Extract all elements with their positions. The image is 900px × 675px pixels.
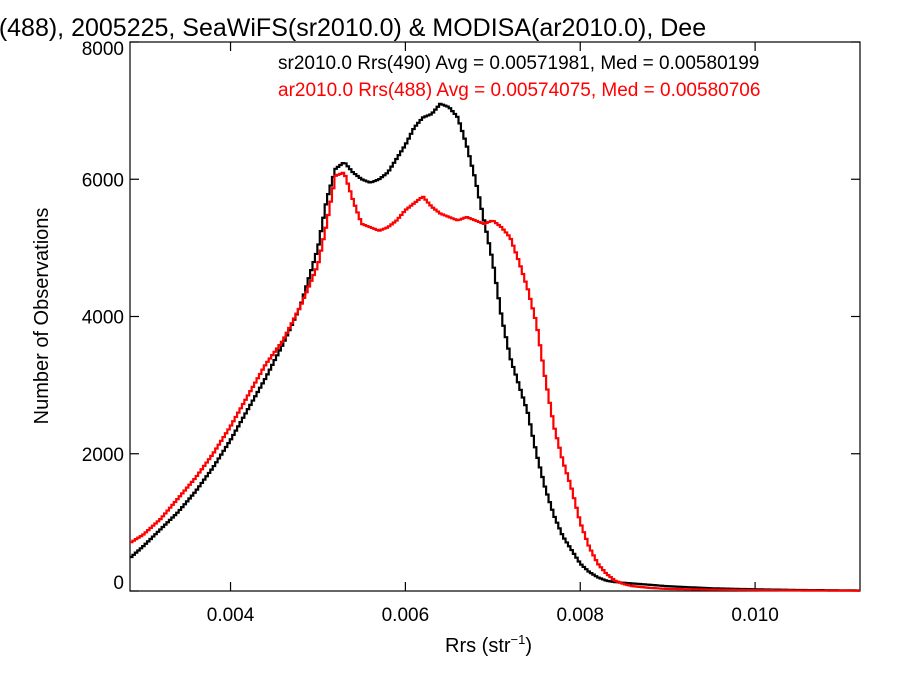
chart-title: rs(488), 2005225, SeaWiFS(sr2010.0) & MO… — [0, 14, 706, 42]
y-axis-label: Number of Observations — [31, 208, 53, 425]
y-tick-label: 0 — [113, 573, 124, 594]
x-axis-label-superscript: −1 — [511, 632, 526, 647]
legend-entry-sr2010: sr2010.0 Rrs(490) Avg = 0.00571981, Med … — [278, 53, 759, 74]
axis-ticks: 0.004 0.006 0.008 0.010 0 2000 4000 6000 8000 — [82, 39, 860, 626]
x-tick-label: 0.008 — [556, 605, 604, 626]
plot-frame — [129, 41, 861, 592]
y-tick-label: 2000 — [82, 445, 124, 466]
x-axis-label-base: Rrs (str — [445, 635, 511, 657]
series-line-sr2010 — [130, 102, 860, 592]
series-layer — [130, 102, 860, 592]
x-tick-label: 0.010 — [731, 605, 779, 626]
x-axis-label-close: ) — [525, 635, 532, 657]
x-axis-label: Rrs (str−1) — [445, 632, 532, 657]
x-tick-label: 0.004 — [207, 605, 255, 626]
legend-entry-ar2010: ar2010.0 Rrs(488) Avg = 0.00574075, Med … — [278, 80, 760, 101]
y-tick-label: 6000 — [82, 170, 124, 191]
y-tick-label: 8000 — [82, 39, 124, 60]
series-line-ar2010 — [130, 171, 860, 592]
y-tick-label: 4000 — [82, 308, 124, 329]
x-tick-label: 0.006 — [382, 605, 430, 626]
